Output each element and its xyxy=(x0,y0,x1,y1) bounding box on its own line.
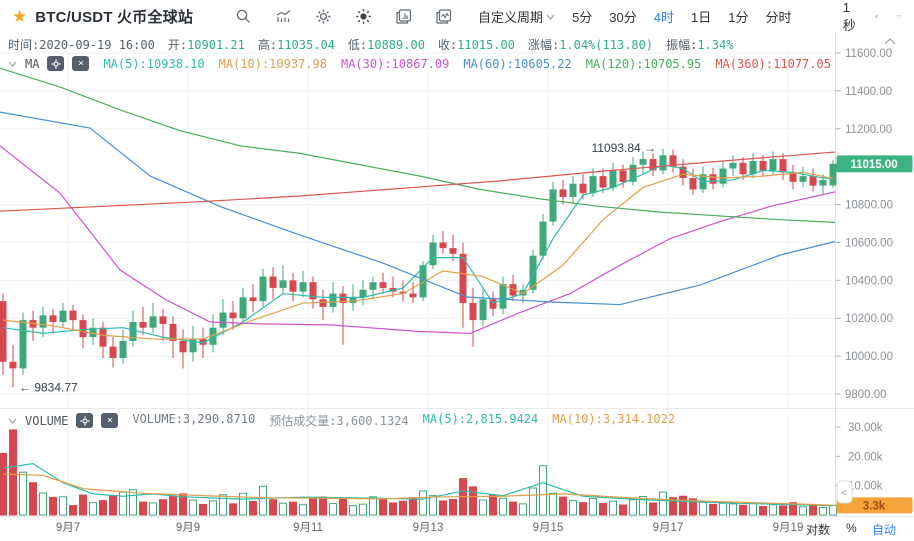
collapse-volume-chevron-icon[interactable] xyxy=(8,418,17,424)
collapse-handle-arrow: < xyxy=(841,488,847,499)
price-tick-label: 9800.00 xyxy=(845,389,887,401)
ma-indicator-row: MA × MA(5):10938.10 MA(10):10937.98 MA(30)… xyxy=(8,56,831,71)
period-tab-1分[interactable]: 1分 xyxy=(728,10,749,25)
volume-indicator-row: VOLUME × VOLUME:3,290.8710 预估成交量:3,600.13… xyxy=(8,412,675,429)
volume-tick-label: 10.00k xyxy=(848,481,883,493)
ma-legend-item: MA(5):10938.10 xyxy=(103,56,205,71)
date-tick-label: 9月15 xyxy=(533,522,564,534)
toolbar-right-group: 1秒 xyxy=(843,0,901,34)
custom-period-label: 自定义周期 xyxy=(478,10,544,25)
price-tick-label: 10200.00 xyxy=(845,313,893,325)
ma-settings-button[interactable] xyxy=(47,56,65,71)
ma-line-MA60 xyxy=(0,111,836,306)
date-tick-label: 9月17 xyxy=(653,522,684,534)
info-item: 涨幅:1.04%(113.80) xyxy=(527,38,654,52)
ma-row-title: MA xyxy=(25,56,40,71)
price-tick-label: 11600.00 xyxy=(845,48,892,60)
volume-close-button[interactable]: × xyxy=(101,413,119,428)
collapse-ma-chevron-icon[interactable] xyxy=(8,61,17,67)
current-volume-badge-label: 3.3k xyxy=(863,500,886,512)
auto-scale-toggle[interactable]: 自动 xyxy=(872,523,897,537)
price-tick-label: 11400.00 xyxy=(845,86,892,98)
price-tick-label: 10800.00 xyxy=(845,200,893,212)
ma-line-MA10 xyxy=(2,171,834,340)
price-tick-label: 10000.00 xyxy=(845,351,893,363)
last-price-badge-label: 11015.00 xyxy=(850,159,897,171)
period-selector: 自定义周期 5分 30分 4时 1日 1分 分时 xyxy=(478,7,791,26)
volume-VOL-MA5 xyxy=(2,463,834,507)
period-tab-4时[interactable]: 4时 xyxy=(653,10,674,25)
toolbar-icon-group xyxy=(235,8,452,25)
overlay-panel-icon[interactable] xyxy=(435,8,452,25)
search-icon[interactable] xyxy=(235,8,252,25)
info-item: 收:11015.00 xyxy=(437,38,515,52)
date-tick-label: 9月19 xyxy=(773,522,804,534)
percent-scale-toggle[interactable]: % xyxy=(846,521,857,535)
ma-line-MA5 xyxy=(2,164,834,344)
info-item: 时间:2020-09-19 16:00 xyxy=(8,38,155,52)
date-tick-label: 9月11 xyxy=(293,522,323,534)
settings-gear-icon[interactable] xyxy=(315,8,332,25)
log-scale-toggle[interactable]: 对数 xyxy=(806,523,831,537)
volume-legend-item: VOLUME:3,290.8710 xyxy=(132,412,256,426)
period-tab-30分[interactable]: 30分 xyxy=(609,10,637,25)
ma-legend-item: MA(30):10867.09 xyxy=(340,56,450,71)
volume-settings-button[interactable] xyxy=(76,413,94,428)
chevron-down-icon xyxy=(546,14,555,20)
price-tick-label: 10600.00 xyxy=(845,237,893,249)
volume-legend-item: 预估成交量:3,600.1324 xyxy=(269,414,409,428)
camera-icon[interactable] xyxy=(874,15,879,19)
volume-legend-item: MA(5):2,815.9424 xyxy=(422,412,539,426)
favorite-star-icon[interactable]: ★ xyxy=(12,7,28,26)
custom-period-dropdown[interactable]: 自定义周期 xyxy=(478,7,555,26)
kline-style-icon[interactable] xyxy=(275,8,292,25)
axis-collapse-chevron-icon[interactable] xyxy=(884,38,896,45)
highest-price-annotation: 11093.84 → xyxy=(592,141,657,155)
volume-row-title: VOLUME xyxy=(25,413,69,428)
price-tick-label: 11200.00 xyxy=(845,124,892,136)
indicator-panel-icon[interactable] xyxy=(395,8,412,25)
info-item: 开:10901.21 xyxy=(167,38,245,52)
brightness-icon[interactable] xyxy=(355,8,372,25)
volume-pane-collapse-handle[interactable] xyxy=(836,480,853,504)
ma-line-MA360 xyxy=(0,151,836,212)
info-item: 高:11035.04 xyxy=(257,38,335,52)
info-item: 低:10889.00 xyxy=(347,38,425,52)
price-tick-label: 10400.00 xyxy=(845,275,893,287)
date-tick-label: 9月9 xyxy=(176,522,200,534)
ma-line-MA30 xyxy=(0,145,836,334)
period-tab-分时[interactable]: 分时 xyxy=(765,10,792,25)
ma-line-MA120 xyxy=(0,67,836,223)
volume-tick-label: 20.00k xyxy=(848,451,883,463)
symbol-title: BTC/USDT 火币全球站 xyxy=(35,9,194,26)
ma-legend-item: MA(120):10705.95 xyxy=(585,56,702,71)
date-tick-label: 9月13 xyxy=(413,522,444,534)
volume-legend-item: MA(10):3,314.1022 xyxy=(552,412,676,426)
volume-tick-label: 30.00k xyxy=(848,422,883,434)
date-tick-label: 9月7 xyxy=(56,522,80,534)
last-price-badge xyxy=(836,155,913,173)
ma-legend-item: MA(60):10605.22 xyxy=(463,56,572,71)
ma-legend-item: MA(360):11077.05 xyxy=(715,56,831,71)
ma-close-button[interactable]: × xyxy=(72,56,90,71)
one-second-period[interactable]: 1秒 xyxy=(842,0,856,33)
info-item: 振幅:1.34% xyxy=(666,38,734,52)
period-tab-1日[interactable]: 1日 xyxy=(691,10,712,25)
lowest-price-annotation: ← 9834.77 xyxy=(19,380,78,394)
current-volume-badge xyxy=(836,497,913,514)
top-toolbar: ★ BTC/USDT 火币全球站 自定义周期 5分 30分 4时 1日 1分 分时 1秒 xyxy=(0,0,914,33)
ohlc-info-bar: 时间:2020-09-19 16:00 开:10901.21 高:11035.04 低… xyxy=(8,36,733,53)
volume-VOL-MA10 xyxy=(2,473,834,506)
fullscreen-icon[interactable] xyxy=(897,14,901,19)
period-tab-5分[interactable]: 5分 xyxy=(572,10,593,25)
ma-legend-item: MA(10):10937.98 xyxy=(218,56,327,71)
